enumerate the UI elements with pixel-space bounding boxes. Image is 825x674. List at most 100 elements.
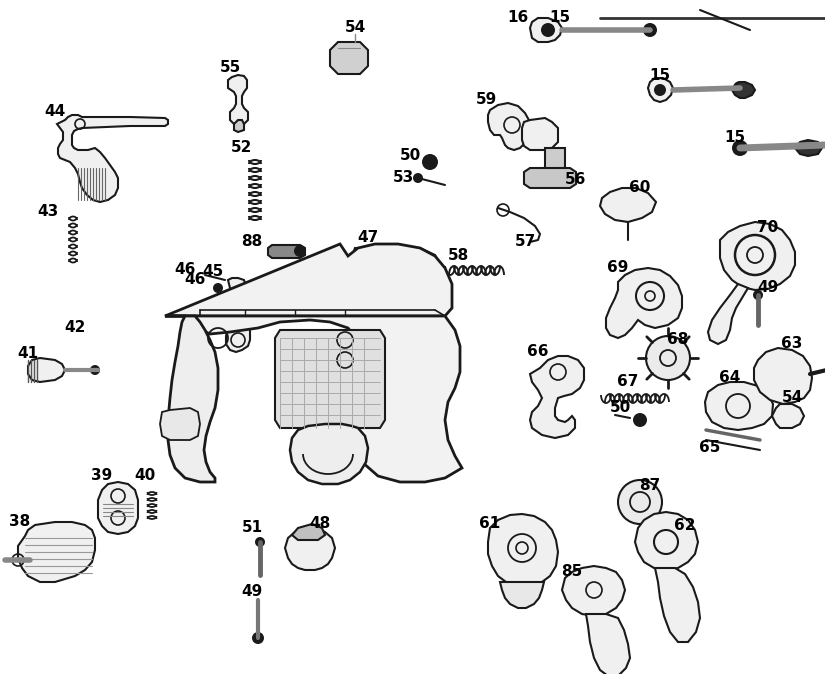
Polygon shape <box>705 382 773 430</box>
Polygon shape <box>275 330 385 428</box>
Polygon shape <box>292 524 325 540</box>
Text: 59: 59 <box>475 92 497 107</box>
Polygon shape <box>165 244 452 316</box>
Polygon shape <box>226 278 250 352</box>
Circle shape <box>294 245 306 257</box>
Circle shape <box>646 336 690 380</box>
Polygon shape <box>268 245 305 258</box>
Polygon shape <box>500 582 544 608</box>
Polygon shape <box>165 316 462 482</box>
Polygon shape <box>655 568 700 642</box>
Text: 65: 65 <box>700 441 721 456</box>
Circle shape <box>90 365 100 375</box>
Text: 51: 51 <box>242 520 262 536</box>
Polygon shape <box>488 103 530 150</box>
Circle shape <box>643 23 657 37</box>
Text: 50: 50 <box>610 400 630 415</box>
Polygon shape <box>160 408 200 440</box>
Polygon shape <box>586 614 630 674</box>
Polygon shape <box>488 514 558 586</box>
Circle shape <box>753 290 763 300</box>
Text: 38: 38 <box>9 514 31 530</box>
Circle shape <box>618 480 662 524</box>
Polygon shape <box>524 168 576 188</box>
Polygon shape <box>57 115 168 202</box>
Polygon shape <box>795 140 822 156</box>
Text: 63: 63 <box>781 336 803 352</box>
Text: 52: 52 <box>231 140 252 156</box>
Text: 61: 61 <box>479 516 501 532</box>
Polygon shape <box>720 222 795 290</box>
Polygon shape <box>348 248 442 358</box>
Polygon shape <box>708 284 748 344</box>
Circle shape <box>413 173 423 183</box>
Text: 15: 15 <box>724 131 746 146</box>
Text: 64: 64 <box>719 371 741 386</box>
Text: 87: 87 <box>639 479 661 493</box>
Text: 53: 53 <box>393 171 413 185</box>
Circle shape <box>654 84 666 96</box>
Polygon shape <box>600 188 656 222</box>
Text: 46: 46 <box>174 262 196 278</box>
Text: 85: 85 <box>561 565 582 580</box>
Text: 66: 66 <box>527 344 549 359</box>
Polygon shape <box>98 482 138 534</box>
Circle shape <box>732 140 748 156</box>
Text: 15: 15 <box>649 67 671 82</box>
Polygon shape <box>635 512 698 570</box>
Text: 47: 47 <box>357 231 379 245</box>
Text: 58: 58 <box>447 247 469 262</box>
Text: 15: 15 <box>549 11 571 26</box>
Circle shape <box>252 632 264 644</box>
Text: 50: 50 <box>399 148 421 162</box>
Text: 43: 43 <box>37 204 59 220</box>
Circle shape <box>541 23 555 37</box>
Text: 44: 44 <box>45 104 66 119</box>
Text: 55: 55 <box>219 61 241 75</box>
Polygon shape <box>545 148 565 174</box>
Polygon shape <box>28 358 65 382</box>
Polygon shape <box>648 78 673 102</box>
Text: 39: 39 <box>92 468 113 483</box>
Polygon shape <box>562 566 625 616</box>
Circle shape <box>733 81 747 95</box>
Text: 16: 16 <box>507 11 529 26</box>
Text: 42: 42 <box>64 321 86 336</box>
Text: 57: 57 <box>514 235 535 249</box>
Text: 41: 41 <box>17 346 39 361</box>
Polygon shape <box>228 75 248 126</box>
Polygon shape <box>18 522 95 582</box>
Text: 54: 54 <box>781 390 803 406</box>
Text: 54: 54 <box>344 20 365 36</box>
Text: 60: 60 <box>629 181 651 195</box>
Polygon shape <box>530 356 584 438</box>
Text: 40: 40 <box>134 468 156 483</box>
Text: 45: 45 <box>202 264 224 280</box>
Text: 56: 56 <box>565 173 587 187</box>
Text: 62: 62 <box>674 518 695 534</box>
Text: 48: 48 <box>309 516 331 532</box>
Text: 46: 46 <box>184 272 205 288</box>
Text: 88: 88 <box>242 235 262 249</box>
Text: 69: 69 <box>607 260 629 276</box>
Text: 68: 68 <box>667 332 689 348</box>
Circle shape <box>255 537 265 547</box>
Polygon shape <box>234 120 244 132</box>
Text: 49: 49 <box>242 584 262 599</box>
Polygon shape <box>754 348 812 404</box>
Circle shape <box>633 413 647 427</box>
Text: 67: 67 <box>617 375 639 390</box>
Polygon shape <box>168 316 218 482</box>
Polygon shape <box>606 268 682 338</box>
Text: 49: 49 <box>757 280 779 295</box>
Circle shape <box>422 154 438 170</box>
Circle shape <box>213 283 223 293</box>
Polygon shape <box>285 528 335 570</box>
Polygon shape <box>530 18 562 42</box>
Polygon shape <box>330 42 368 74</box>
Text: 70: 70 <box>757 220 779 235</box>
Polygon shape <box>732 82 755 98</box>
Polygon shape <box>522 118 558 150</box>
Polygon shape <box>290 424 368 484</box>
Polygon shape <box>772 404 804 428</box>
